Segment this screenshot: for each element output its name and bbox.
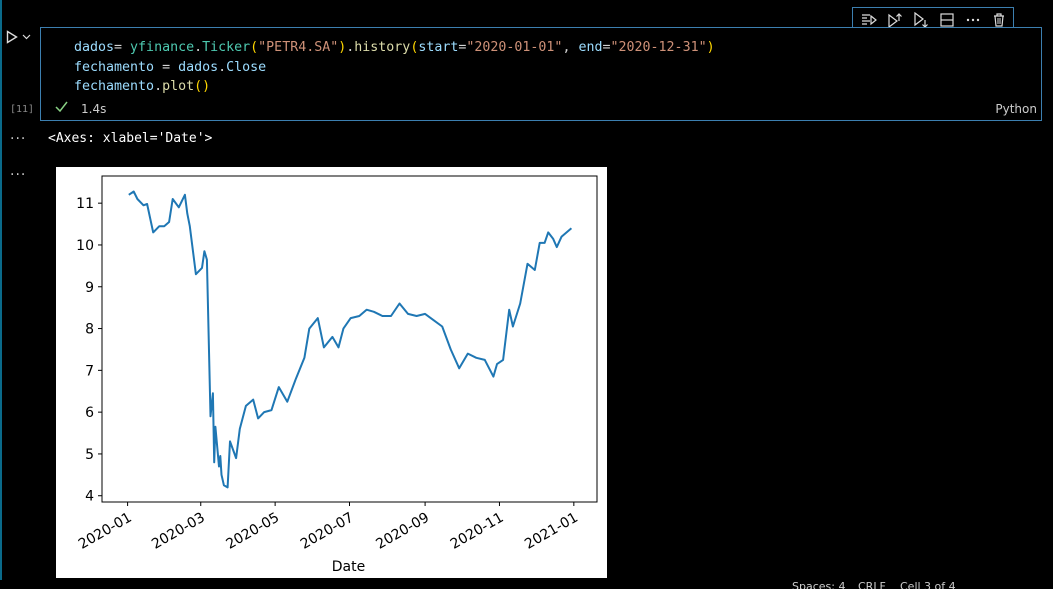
code-token: .	[346, 40, 355, 55]
code-token: ,	[562, 40, 579, 55]
output-more-icon[interactable]: ···	[10, 131, 27, 147]
code-token: fechamento	[74, 79, 155, 94]
y-tick-label: 9	[85, 280, 94, 296]
execution-time: 1.4s	[81, 102, 107, 116]
execute-above-icon[interactable]	[884, 10, 906, 30]
code-token: .	[218, 59, 227, 75]
code-editor[interactable]: dados= yfinance.Ticker("PETR4.SA").histo…	[40, 27, 1042, 121]
more-icon[interactable]	[962, 10, 984, 30]
y-tick-label: 11	[76, 196, 94, 212]
y-tick-label: 10	[76, 238, 94, 254]
code-token: dados	[178, 59, 219, 75]
output-text: <Axes: xlabel='Date'>	[48, 131, 213, 146]
code-token: Ticker	[202, 40, 251, 55]
code-token: fechamento	[74, 59, 155, 75]
x-tick-label: 2020-11	[448, 510, 507, 553]
check-icon	[55, 101, 68, 112]
code-line[interactable]: fechamento = dados.Close	[74, 58, 715, 78]
code-token: =	[114, 40, 131, 55]
play-icon	[6, 30, 18, 44]
y-tick-label: 6	[85, 405, 94, 421]
status-cell-position[interactable]: Cell 3 of 4	[900, 580, 956, 589]
status-bar: Spaces: 4 CRLF Cell 3 of 4	[0, 580, 1053, 589]
code-token: =	[602, 40, 611, 55]
y-tick-label: 8	[85, 322, 94, 338]
code-token: .	[154, 79, 163, 94]
code-token: =	[154, 59, 179, 75]
x-tick-label: 2021-01	[522, 510, 581, 553]
x-tick-label: 2020-09	[373, 510, 432, 553]
cell-language[interactable]: Python	[995, 102, 1037, 116]
x-axis-label: Date	[332, 559, 365, 575]
run-cell-button[interactable]	[6, 28, 40, 46]
x-tick-label: 2020-05	[223, 510, 282, 553]
y-tick-label: 5	[85, 447, 94, 463]
code-token: yfinance	[130, 40, 195, 55]
code-line[interactable]: fechamento.plot()	[74, 77, 715, 97]
code-token: (	[410, 40, 419, 55]
code-token: "PETR4.SA"	[258, 40, 339, 55]
split-cell-icon[interactable]	[936, 10, 958, 30]
code-line[interactable]: dados= yfinance.Ticker("PETR4.SA").histo…	[74, 38, 715, 58]
code-token: )	[706, 40, 715, 55]
code-token: "2020-12-31"	[610, 40, 707, 55]
x-tick-label: 2020-03	[149, 510, 208, 553]
status-eol[interactable]: CRLF	[858, 580, 886, 589]
code-token: "2020-01-01"	[466, 40, 563, 55]
code-token: start	[418, 40, 459, 55]
chevron-down-icon[interactable]	[22, 34, 31, 40]
code-content[interactable]: dados= yfinance.Ticker("PETR4.SA").histo…	[74, 38, 715, 97]
execute-below-icon[interactable]	[910, 10, 932, 30]
code-token: plot	[162, 79, 195, 94]
delete-icon[interactable]	[988, 10, 1010, 30]
run-by-line-icon[interactable]	[858, 10, 880, 30]
y-tick-label: 7	[85, 363, 94, 379]
code-token: ()	[194, 79, 211, 94]
x-tick-label: 2020-07	[298, 510, 357, 553]
y-tick-label: 4	[85, 489, 94, 505]
plot-frame	[101, 175, 598, 503]
execution-count: [11]	[10, 104, 35, 115]
code-token: =	[458, 40, 467, 55]
line-chart: 4 5 6 7 8 9 10 11 2020-01 2020-03 2020-05 2020-07 20…	[76, 175, 598, 575]
cell-focus-bar	[0, 0, 2, 589]
plot-output: 4 5 6 7 8 9 10 11 2020-01 2020-03 2020-05 2020-07 20…	[56, 167, 607, 578]
output-more-icon[interactable]: ···	[10, 167, 27, 183]
code-token: history	[354, 40, 411, 55]
x-tick-label: 2020-01	[76, 510, 135, 553]
code-token: (	[250, 40, 259, 55]
status-spaces[interactable]: Spaces: 4	[792, 580, 846, 589]
code-token: .	[194, 40, 203, 55]
code-token: dados	[74, 40, 115, 55]
code-token: Close	[226, 59, 267, 75]
code-token: )	[338, 40, 347, 55]
code-token: end	[578, 40, 603, 55]
series-line	[128, 190, 573, 489]
